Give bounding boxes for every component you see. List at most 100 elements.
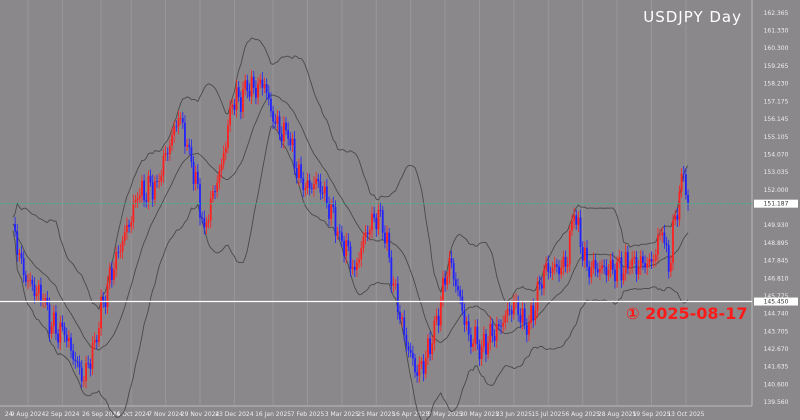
candle-bearish: [467, 321, 470, 335]
candle-bearish: [366, 232, 369, 235]
candle-bullish: [566, 264, 569, 267]
candle-bullish: [592, 260, 595, 268]
candle-bullish: [590, 267, 593, 278]
candle-bearish: [532, 305, 535, 321]
candle-bullish: [601, 265, 603, 269]
candle-bullish: [298, 164, 300, 179]
candle-bullish: [235, 87, 238, 110]
candle-bullish: [624, 252, 627, 274]
candle-bearish: [540, 284, 543, 289]
candle-bearish: [143, 180, 145, 201]
candle-bullish: [672, 220, 674, 263]
candle-bearish: [341, 232, 343, 241]
candle-bullish: [530, 305, 532, 323]
candle-bullish: [136, 198, 139, 201]
candle-bullish: [435, 315, 438, 321]
candle-bearish: [72, 350, 75, 360]
candle-bullish: [263, 84, 266, 88]
x-tick-label: 16 Jan 2025: [255, 411, 291, 418]
y-tick-label: 158.230: [764, 81, 789, 88]
candle-bullish: [52, 312, 55, 327]
candle-bearish: [450, 258, 453, 264]
candle-bearish: [65, 334, 68, 342]
candle-bearish: [611, 259, 614, 270]
candle-bearish: [48, 304, 51, 334]
candle-bullish: [487, 342, 489, 355]
candle-bearish: [399, 312, 401, 320]
candle-bullish: [35, 293, 38, 297]
candle-bearish: [407, 346, 410, 351]
candle-bullish: [220, 164, 223, 171]
candle-bearish: [293, 138, 296, 169]
candle-bearish: [556, 264, 558, 267]
candle-bearish: [332, 204, 335, 208]
candle-bearish: [289, 138, 292, 146]
candle-bearish: [310, 187, 313, 189]
candle-bearish: [76, 361, 79, 363]
candle-bullish: [448, 258, 451, 277]
y-tick-label: 155.105: [764, 134, 789, 141]
candle-bearish: [319, 181, 322, 193]
candle-bearish: [20, 253, 23, 259]
candle-bearish: [338, 231, 341, 233]
candle-bullish: [126, 224, 128, 233]
candle-bearish: [70, 337, 72, 351]
candle-bearish: [267, 92, 270, 99]
candle-bearish: [349, 246, 352, 269]
candle-bullish: [528, 322, 530, 335]
candle-bullish: [177, 118, 180, 127]
y-tick-label: 139.560: [764, 399, 789, 406]
candle-bearish: [547, 263, 550, 272]
candle-bearish: [538, 282, 541, 285]
candle-bearish: [620, 257, 623, 281]
candle-bullish: [360, 248, 363, 260]
x-tick-label: 7 Feb 2025: [291, 411, 325, 418]
candle-bearish: [558, 266, 560, 275]
candle-bullish: [394, 283, 397, 285]
candle-bullish: [521, 308, 524, 323]
candle-bullish: [216, 182, 219, 192]
x-tick-label: 3 Mar 2025: [325, 411, 359, 418]
x-tick-label: 13 Oct 2025: [667, 411, 704, 418]
candle-bearish: [233, 104, 236, 110]
candle-bearish: [373, 213, 376, 218]
candle-bearish: [493, 335, 496, 341]
candle-bullish: [639, 256, 642, 268]
y-tick-label: 148.895: [764, 240, 789, 247]
candle-bullish: [227, 125, 229, 148]
candle-bearish: [78, 362, 81, 368]
candle-bearish: [308, 180, 311, 188]
y-tick-label: 142.670: [764, 346, 789, 353]
candle-bearish: [33, 284, 36, 297]
y-tick-label: 153.035: [764, 169, 789, 176]
candle-bullish: [59, 322, 62, 343]
candle-bearish: [128, 224, 130, 227]
candle-bearish: [248, 90, 251, 97]
candle-bearish: [181, 118, 184, 123]
candle-bullish: [356, 262, 358, 270]
candle-bearish: [239, 97, 242, 112]
candle-bullish: [654, 254, 657, 261]
candle-bullish: [242, 89, 244, 112]
candle-bullish: [205, 222, 208, 228]
candle-bearish: [388, 232, 391, 258]
x-tick-label: 6 Aug 2025: [565, 411, 600, 418]
candle-bearish: [31, 279, 34, 285]
candle-bearish: [614, 269, 616, 282]
candle-bullish: [657, 235, 659, 255]
x-tick-label: 24: [5, 411, 13, 418]
x-tick-label: 16 Apr 2025: [392, 411, 429, 418]
candle-bullish: [291, 138, 294, 146]
candle-bullish: [231, 104, 234, 108]
candle-bullish: [680, 173, 683, 192]
candle-bullish: [609, 259, 612, 270]
x-tick-label: 25 Mar 2025: [357, 411, 395, 418]
x-tick-label: 30 May 2025: [460, 411, 499, 418]
candle-bearish: [328, 203, 330, 219]
candle-bullish: [599, 268, 601, 273]
candle-bearish: [110, 268, 113, 281]
candle-bearish: [334, 207, 337, 236]
candle-bullish: [304, 188, 307, 190]
candle-bullish: [250, 76, 253, 97]
